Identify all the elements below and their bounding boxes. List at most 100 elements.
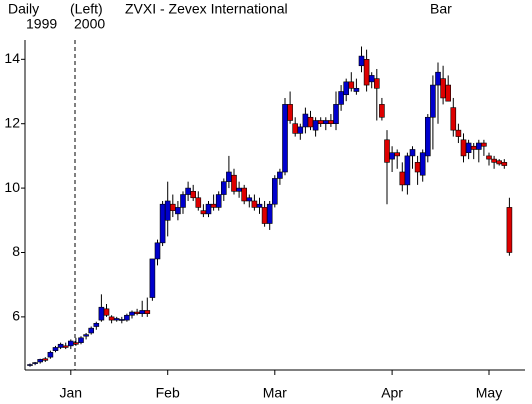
candle-body [435,71,441,86]
candle-body [430,84,436,118]
candle-body [200,210,207,215]
y-tick-label: 8 [12,243,20,259]
start-year: 1999 [26,16,57,32]
candle-body [348,81,355,89]
candle-body [287,104,293,121]
candle-body [292,123,299,134]
candle-body [455,129,462,137]
candle-body [93,323,100,327]
candle-body [373,78,380,89]
candle-body [47,351,54,358]
style-label: Bar [430,1,452,17]
period-label: Daily [8,1,39,17]
candle-body [88,327,94,334]
candle-body [37,359,44,363]
candle-body [205,203,212,215]
candle-body [52,347,59,351]
candle-body [185,187,191,195]
candle-body [445,84,452,102]
candle-body [470,145,477,150]
x-tick-label: May [476,385,502,401]
candle-body [404,155,411,186]
candle-body [353,87,360,92]
candle-body [226,171,232,182]
candle-body [210,203,217,208]
x-tick-label: Apr [381,385,403,401]
axis-side: (Left) [70,1,103,17]
candle-body [282,104,288,173]
chart-title: ZVXI - Zevex International [125,1,288,17]
candle-body [124,314,130,321]
candle-body [256,203,263,208]
candle-body [297,126,304,134]
candle-body [231,174,237,192]
candle-body [450,107,457,131]
candle-body [134,311,140,314]
y-tick-label: 10 [4,179,20,195]
y-tick-label: 6 [12,308,20,324]
x-tick-label: Mar [263,385,287,401]
candle-body [440,78,446,99]
candle-body [251,200,258,208]
candle-body [57,343,64,348]
candle-body [394,152,401,157]
candle-body [312,120,319,131]
candle-body [108,316,115,321]
candle-body [322,120,329,125]
y-tick-label: 14 [4,50,20,66]
candle-body [170,203,176,211]
candle-body [215,194,222,208]
candle-body [481,142,487,147]
candle-body [419,152,426,176]
candle-body [32,362,38,364]
candle-body [424,116,431,157]
y-tick-label: 12 [4,114,20,130]
candle-body [491,158,497,163]
candle-body [496,160,503,165]
candle-body [465,142,472,153]
candle-body [73,342,79,345]
candle-body [475,142,482,150]
candle-body [368,75,375,83]
candle-body [98,306,105,321]
end-year: 2000 [74,16,105,32]
candle-body [195,197,202,208]
candle-body [144,310,151,314]
candle-body [409,149,416,157]
candle-body [68,340,74,347]
candle-body [328,120,334,125]
candle-body [83,334,89,337]
candle-body [501,162,508,166]
candle-body [119,319,125,321]
candle-body [271,178,278,205]
candle-body [363,59,370,86]
candle-body [164,200,171,221]
candle-body [261,207,268,224]
candle-body [317,120,324,125]
candle-body [78,337,84,343]
candle-body [129,311,135,316]
candle-body [506,207,513,253]
candle-body [180,194,186,208]
candle-body [149,258,156,298]
candle-body [103,308,110,316]
candle-body [42,358,49,361]
candle-body [246,197,253,202]
candle-body [379,104,385,118]
candle-body [113,318,120,321]
x-tick-label: Feb [156,385,180,401]
candle-body [307,116,314,128]
candle-body [236,187,242,192]
candle-body [154,242,161,260]
candle-body [358,55,365,67]
candle-body [399,171,406,186]
candle-body [221,181,227,195]
candle-body [460,139,467,157]
candle-body [414,162,421,173]
candle-body [266,203,273,224]
candle-body [62,345,69,348]
candle-body [333,104,339,125]
x-tick-label: Jan [60,385,83,401]
